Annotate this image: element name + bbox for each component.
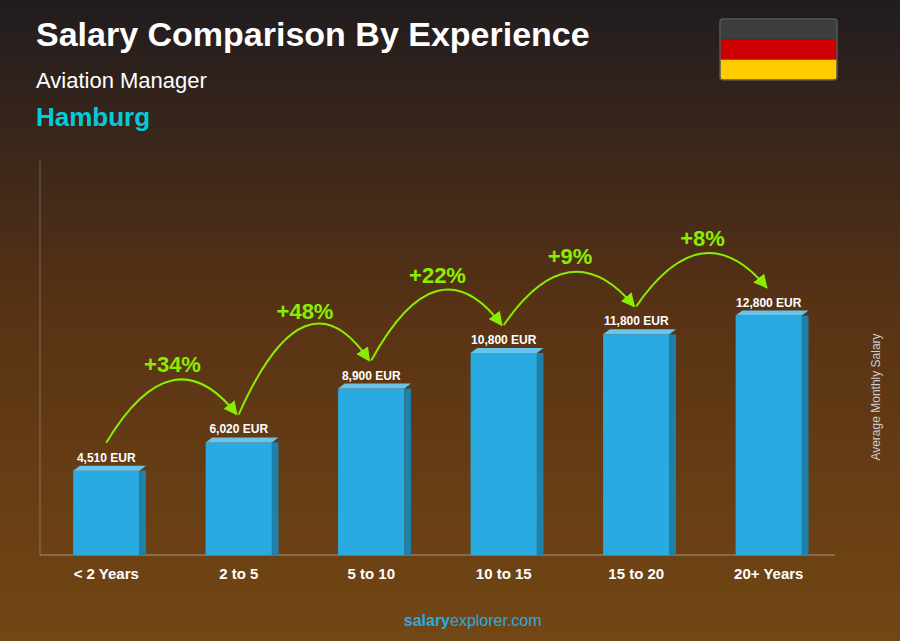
- y-axis-label: Average Monthly Salary: [869, 333, 883, 460]
- subtitle: Aviation Manager: [36, 68, 207, 93]
- change-label: +48%: [277, 299, 334, 324]
- flag-stripe: [720, 60, 837, 80]
- x-tick-label: 5 to 10: [347, 565, 395, 582]
- change-label: +9%: [548, 244, 593, 269]
- x-tick-label: < 2 Years: [74, 565, 139, 582]
- value-label: 11,800 EUR: [604, 314, 669, 328]
- subtitle: Hamburg: [36, 102, 150, 132]
- value-label: 8,900 EUR: [342, 369, 401, 383]
- bar-top: [206, 437, 279, 442]
- change-arrow: [371, 289, 502, 360]
- flag-stripe: [720, 19, 837, 39]
- x-tick-label: 10 to 15: [476, 565, 532, 582]
- change-arrow: [106, 379, 237, 442]
- bar-side: [404, 389, 411, 555]
- watermark: explorer.com: [450, 612, 542, 629]
- change-arrow: [636, 253, 767, 306]
- bar-top: [736, 311, 809, 316]
- value-label: 4,510 EUR: [77, 451, 136, 465]
- bar-top: [338, 384, 411, 389]
- value-label: 6,020 EUR: [209, 422, 268, 436]
- bar-top: [471, 348, 544, 353]
- change-label: +22%: [409, 263, 466, 288]
- change-arrow: [504, 272, 635, 325]
- x-tick-label: 20+ Years: [734, 565, 803, 582]
- x-axis-line: [40, 555, 835, 556]
- bar-side: [139, 471, 146, 555]
- bar: [603, 334, 669, 555]
- change-label: +34%: [144, 352, 201, 377]
- x-tick-label: 2 to 5: [219, 565, 258, 582]
- x-tick-label: 15 to 20: [608, 565, 664, 582]
- bar-side: [669, 334, 676, 555]
- chart-container: 4,510 EUR 6,020 EUR 8,900 EUR 10,800 EUR 11,…: [0, 0, 900, 641]
- chart-svg: 4,510 EUR 6,020 EUR 8,900 EUR 10,800 EUR 11,…: [0, 0, 900, 641]
- flag-stripe: [720, 39, 837, 59]
- bar: [471, 353, 537, 555]
- background: [0, 0, 900, 641]
- bar-top: [73, 466, 146, 471]
- bar: [206, 442, 272, 555]
- y-axis-line: [40, 160, 41, 555]
- bar: [736, 316, 802, 555]
- change-label: +8%: [680, 226, 725, 251]
- bar: [73, 471, 139, 555]
- title: Salary Comparison By Experience: [36, 15, 590, 53]
- bars: [73, 311, 808, 555]
- watermark: salary: [404, 612, 450, 629]
- value-label: 10,800 EUR: [471, 333, 537, 347]
- bar-side: [802, 316, 809, 555]
- bar-side: [272, 442, 279, 555]
- flag-border: [720, 19, 837, 80]
- bar-side: [537, 353, 544, 555]
- value-label: 12,800 EUR: [736, 296, 802, 310]
- change-arrow: [239, 324, 370, 415]
- bar: [338, 389, 404, 555]
- flag: [720, 19, 837, 80]
- bar-top: [603, 329, 676, 334]
